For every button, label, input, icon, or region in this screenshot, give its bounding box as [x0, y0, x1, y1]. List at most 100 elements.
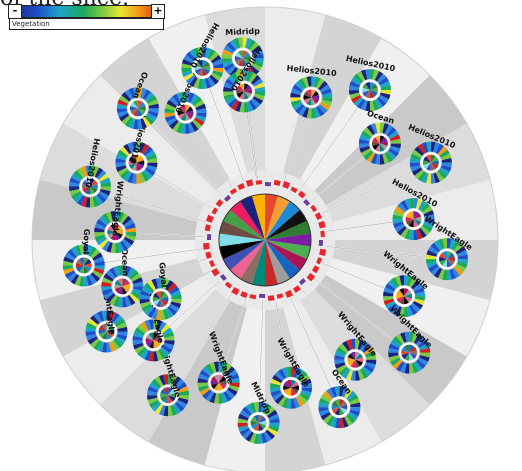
node-ring-cell: [96, 193, 107, 203]
node-mini-pie-slice: [446, 259, 452, 268]
node-mini-pie-slice: [122, 286, 128, 295]
node-mini-pie-slice: [253, 414, 259, 423]
node-ring-cell: [383, 298, 395, 306]
node-ring-cell: [168, 405, 173, 417]
node-ring-cell: [199, 387, 211, 396]
node-mini-pie-slice: [258, 422, 264, 431]
node-ring-cell: [192, 96, 202, 106]
node-ring-cell: [290, 88, 302, 95]
node-ring-cell: [365, 355, 377, 360]
node-glyph[interactable]: WrightEagle: [94, 180, 137, 254]
node-ring-cell: [390, 277, 400, 288]
node-ring-cell: [162, 327, 173, 336]
node-ring-cell: [190, 121, 199, 132]
node-mini-pie-slice: [408, 211, 414, 220]
node-ring-cell: [123, 143, 132, 155]
node-ring-cell: [380, 85, 391, 91]
center-pie-slice: [265, 201, 300, 240]
node-mini-pie-slice: [160, 392, 169, 398]
node-ring-cell: [189, 49, 198, 60]
node-ring-cell: [125, 227, 137, 233]
node-mini-pie-slice: [379, 141, 388, 147]
node-ring-cell: [239, 427, 251, 436]
node-ring-cell: [137, 347, 147, 357]
node-glyph[interactable]: Ocean: [101, 248, 144, 308]
node-ring-cell: [420, 202, 430, 213]
node-glyph[interactable]: Ocean: [116, 71, 159, 130]
node-ring-cell: [79, 276, 84, 287]
node-ring-cell: [348, 411, 359, 421]
node-ring-cell: [172, 403, 182, 415]
node-ring-cell: [141, 303, 152, 313]
node-mini-pie-slice: [89, 186, 98, 193]
node-ring-cell: [424, 219, 435, 224]
node-glyph[interactable]: Midridp: [237, 380, 280, 444]
node-ring-cell: [388, 343, 400, 351]
node-mini-pie-slice: [331, 407, 340, 414]
node-mini-pie-slice: [136, 162, 145, 170]
node-ring-cell: [221, 53, 232, 59]
node-ring-cell: [229, 377, 240, 383]
node-ring-cell: [176, 382, 187, 391]
node-ring-cell: [141, 143, 150, 155]
node-ring-cell: [441, 157, 452, 163]
node-ring-cell: [267, 427, 278, 436]
node-ring-cell: [244, 70, 249, 81]
node-glyph[interactable]: Goyal: [62, 229, 105, 287]
ring-segment: [245, 179, 254, 187]
node-ring-cell: [336, 346, 347, 356]
node-mini-pie-slice: [369, 90, 375, 99]
ring-segment: [297, 190, 306, 199]
node-ring-cell: [116, 103, 128, 109]
node-ring-cell: [301, 387, 313, 393]
node-ring-cell: [92, 270, 103, 279]
node-ring-cell: [111, 340, 120, 351]
node-ring-cell: [388, 347, 399, 353]
node-ring-cell: [170, 289, 182, 297]
node-ring-cell: [109, 294, 118, 306]
node-glyph[interactable]: Helios2010: [181, 21, 224, 90]
node-ring-cell: [349, 409, 360, 417]
node-ring-cell: [140, 321, 149, 332]
node-mini-pie-slice: [114, 286, 123, 293]
node-mini-pie-slice: [235, 58, 243, 65]
node-ring-cell: [366, 152, 376, 163]
node-ring-cell: [209, 362, 217, 373]
node-ring-cell: [242, 406, 252, 417]
node-ring-cell: [62, 260, 74, 266]
node-mini-pie-slice: [82, 180, 90, 187]
node-mini-pie-slice: [202, 61, 211, 69]
node-ring-cell: [397, 202, 407, 213]
legend-plus-button[interactable]: +: [151, 4, 165, 19]
node-ring-cell: [413, 229, 419, 241]
node-ring-cell: [145, 167, 156, 176]
ring-segment: [207, 233, 212, 240]
legend-minus-button[interactable]: -: [8, 4, 22, 19]
node-mini-pie-slice: [76, 258, 84, 266]
node-ring-cell: [311, 108, 317, 119]
node-glyph[interactable]: Helios2010: [286, 64, 337, 119]
node-ring-cell: [413, 287, 425, 294]
node-glyph[interactable]: WrightEagle: [85, 279, 128, 353]
node-ring-cell: [228, 373, 240, 381]
node-ring-cell: [171, 294, 182, 300]
node-ring-cell: [239, 70, 245, 81]
node-mini-pie-slice: [153, 337, 162, 343]
node-glyph[interactable]: Goyal: [139, 262, 182, 321]
ring-segment: [229, 188, 237, 195]
node-mini-pie-slice: [426, 154, 431, 163]
node-ring-cell: [245, 403, 254, 415]
node-mini-pie-slice: [194, 61, 203, 69]
node-ring-cell: [120, 146, 130, 156]
node-mini-pie-slice: [177, 112, 186, 120]
node-mini-pie-slice: [306, 89, 312, 98]
ring-segment: [203, 242, 210, 250]
node-ring-cell: [254, 91, 266, 97]
node-ring-cell: [116, 333, 127, 341]
node-ring-cell: [147, 99, 159, 106]
node-ring-cell: [269, 422, 280, 428]
node-ring-cell: [134, 345, 145, 354]
node-mini-pie-slice: [286, 387, 292, 396]
node-mini-pie-slice: [430, 156, 439, 163]
node-ring-cell: [330, 386, 337, 398]
